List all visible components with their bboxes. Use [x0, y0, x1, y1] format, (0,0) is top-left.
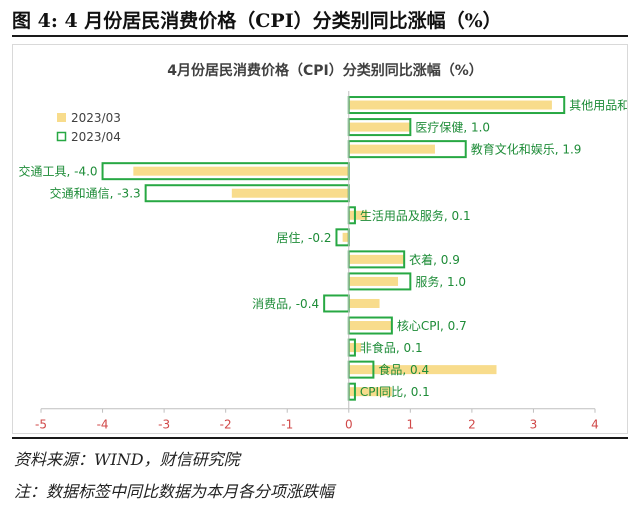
bar-2023-03	[133, 166, 349, 176]
bar-2023-04	[323, 294, 350, 313]
data-label: CPI同比, 0.1	[360, 385, 430, 399]
x-tick-label: 4	[591, 418, 599, 432]
bar-2023-03	[348, 100, 552, 110]
data-label: 其他用品和服务, 3.5	[569, 98, 627, 113]
data-label: 食品, 0.4	[378, 362, 429, 377]
x-tick-label: -4	[97, 418, 109, 432]
x-tick-label: 3	[530, 418, 538, 432]
bar-2023-03	[348, 254, 405, 264]
data-label: 教育文化和娱乐, 1.9	[471, 142, 582, 157]
x-tick-label: -1	[281, 418, 293, 432]
x-tick-label: -3	[158, 418, 170, 432]
data-label: 核心CPI, 0.7	[397, 319, 467, 333]
bar-2023-03	[348, 276, 399, 286]
x-tick-label: 0	[345, 418, 353, 432]
bar-2023-03	[348, 210, 368, 220]
data-label: 服务, 1.0	[415, 274, 466, 289]
footnote: 注：数据标签中同比数据为本月各分项涨跌幅	[14, 482, 335, 501]
bar-2023-03	[348, 298, 380, 308]
bar-2023-03	[231, 188, 349, 198]
bar-2023-03	[348, 321, 392, 331]
data-label: 衣着, 0.9	[409, 252, 460, 267]
chart-legend: 2023/03 2023/04	[56, 111, 121, 144]
figure-caption: 图 4: 4 月份居民消费价格（CPI）分类别同比涨幅（%）	[12, 10, 502, 32]
chart-frame: 4月份居民消费价格（CPI）分类别同比涨幅（%） 2023/03 2023/04…	[12, 44, 628, 434]
data-label: 交通工具, -4.0	[19, 164, 98, 179]
bar-2023-03	[348, 387, 392, 397]
bottom-divider	[12, 437, 628, 439]
chart-title: 4月份居民消费价格（CPI）分类别同比涨幅（%）	[167, 62, 483, 79]
bar-2023-03	[348, 144, 435, 154]
top-divider	[12, 35, 628, 37]
legend-label-2023-04: 2023/04	[71, 130, 121, 144]
x-tick-label: -5	[35, 418, 47, 432]
legend-swatch-2023-03	[57, 113, 66, 122]
data-label: 医疗保健, 1.0	[415, 121, 490, 135]
bar-2023-03	[342, 232, 349, 242]
data-label: 生活用品及服务, 0.1	[360, 208, 471, 223]
data-label: 非食品, 0.1	[360, 340, 423, 355]
cpi-bar-chart: 4月份居民消费价格（CPI）分类别同比涨幅（%） 2023/03 2023/04…	[19, 62, 627, 432]
x-tick-label: 2	[468, 418, 476, 432]
data-label: 居住, -0.2	[276, 231, 331, 245]
bar-2023-03	[348, 122, 411, 132]
data-labels: 其他用品和服务, 3.5 医疗保健, 1.0 教育文化和娱乐, 1.9 交通工具, -…	[19, 98, 627, 400]
data-label: 消费品, -0.4	[252, 297, 319, 311]
x-tick-label: 1	[407, 418, 415, 432]
source-note: 资料来源：WIND，财信研究院	[14, 450, 240, 469]
x-axis: -5 -4 -3 -2 -1 0 1 2 3 4	[35, 91, 599, 432]
bar-2023-03	[348, 365, 497, 375]
legend-label-2023-03: 2023/03	[71, 111, 121, 125]
x-tick-label: -2	[220, 418, 232, 432]
legend-swatch-2023-04	[56, 131, 67, 142]
data-label: 交通和通信, -3.3	[50, 186, 141, 201]
